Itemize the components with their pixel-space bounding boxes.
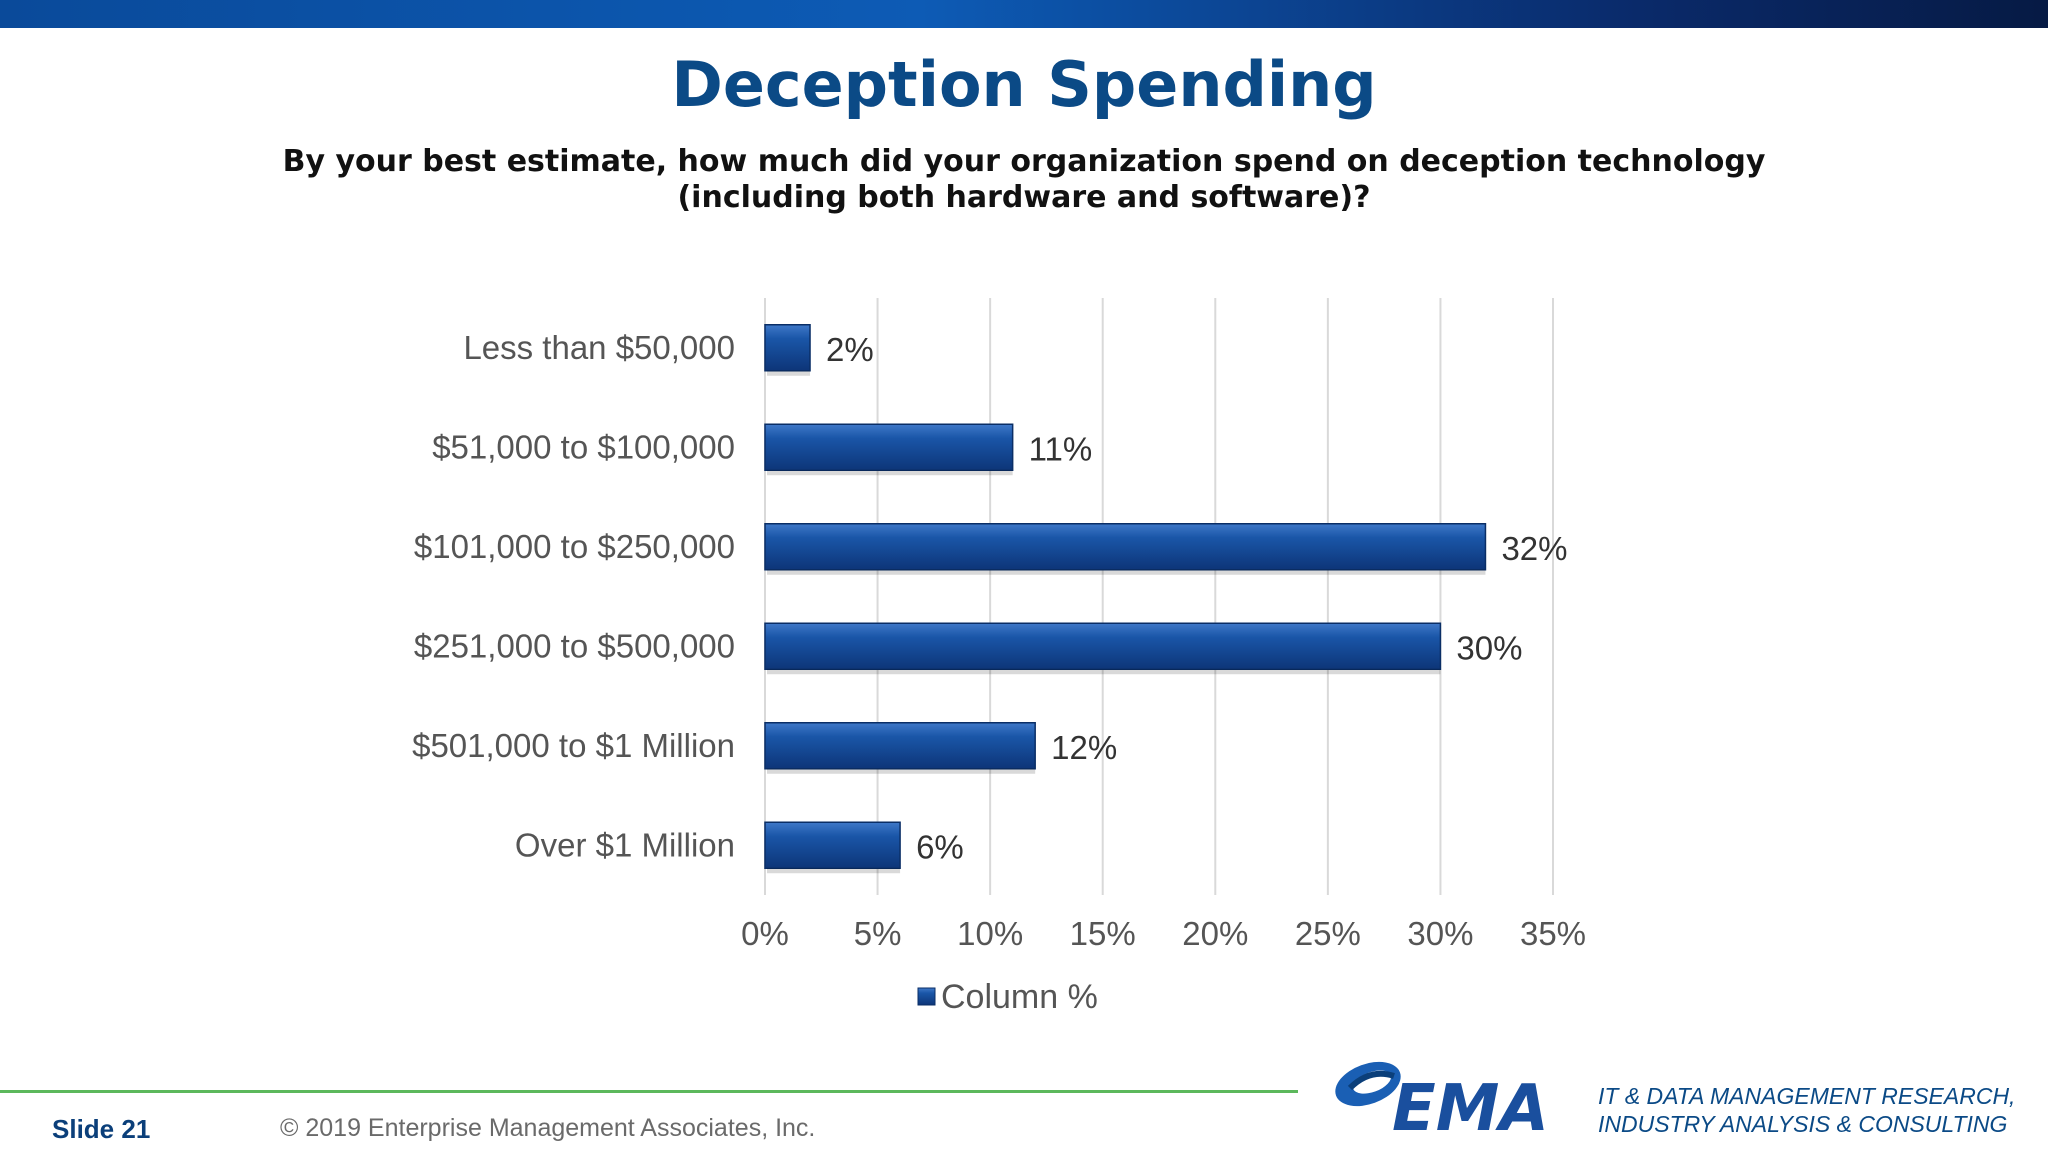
data-label: 32% <box>1501 530 1567 567</box>
category-label: Over $1 Million <box>515 826 735 863</box>
legend-label: Column % <box>941 978 1098 1016</box>
x-tick-label: 5% <box>854 915 902 952</box>
category-label: $101,000 to $250,000 <box>414 528 735 565</box>
data-label: 12% <box>1051 729 1117 766</box>
top-banner <box>0 0 2048 28</box>
data-label: 2% <box>826 331 874 368</box>
bar-shadow <box>767 569 1486 575</box>
bar-shadow <box>767 768 1036 774</box>
x-tick-label: 25% <box>1295 915 1361 952</box>
data-label: 30% <box>1456 629 1522 666</box>
subtitle-line-2: (including both hardware and software)? <box>677 180 1371 215</box>
x-tick-label: 20% <box>1182 915 1248 952</box>
data-label: 6% <box>916 828 964 865</box>
x-tick-label: 30% <box>1407 915 1473 952</box>
bar-shadow <box>767 669 1441 675</box>
category-label: $51,000 to $100,000 <box>432 428 735 465</box>
bar-shadow <box>767 470 1013 476</box>
bar <box>764 722 1036 770</box>
x-tick-label: 0% <box>741 915 789 952</box>
chart-labels: 0% 5% 10% 15% 20% 25% 30% 35% Less than $50,000 2… <box>412 329 1586 1016</box>
x-tick-label: 10% <box>957 915 1023 952</box>
tagline-line-2: INDUSTRY ANALYSIS & CONSULTING <box>1598 1111 2008 1137</box>
chart-gridlines <box>764 298 1554 895</box>
chart-bars <box>764 324 1487 874</box>
legend-swatch <box>917 987 936 1006</box>
bar-shadow <box>767 868 901 874</box>
category-label: $251,000 to $500,000 <box>414 627 735 664</box>
slide-subtitle: By your best estimate, how much did your… <box>224 144 1824 216</box>
bar <box>764 523 1487 571</box>
footer-divider <box>0 1090 1298 1093</box>
x-tick-label: 15% <box>1070 915 1136 952</box>
slide-title: Deception Spending <box>671 48 1377 121</box>
slide-number: Slide 21 <box>52 1114 151 1144</box>
bar <box>764 423 1014 471</box>
bar-shadow <box>767 370 811 376</box>
bar <box>764 324 811 372</box>
data-label: 11% <box>1029 430 1093 467</box>
subtitle-line-1: By your best estimate, how much did your… <box>282 144 1766 179</box>
logo-text: EMA <box>1392 1072 1549 1138</box>
category-label: $501,000 to $1 Million <box>412 727 735 764</box>
x-tick-label: 35% <box>1520 915 1586 952</box>
company-tagline: IT & DATA MANAGEMENT RESEARCH, INDUSTRY … <box>1598 1082 2038 1138</box>
ema-logo: EMA <box>1335 1061 1549 1138</box>
tagline-line-1: IT & DATA MANAGEMENT RESEARCH, <box>1598 1083 2016 1109</box>
bar <box>764 622 1442 670</box>
copyright-text: © 2019 Enterprise Management Associates,… <box>280 1114 816 1142</box>
category-label: Less than $50,000 <box>463 329 735 366</box>
bar <box>764 821 901 869</box>
